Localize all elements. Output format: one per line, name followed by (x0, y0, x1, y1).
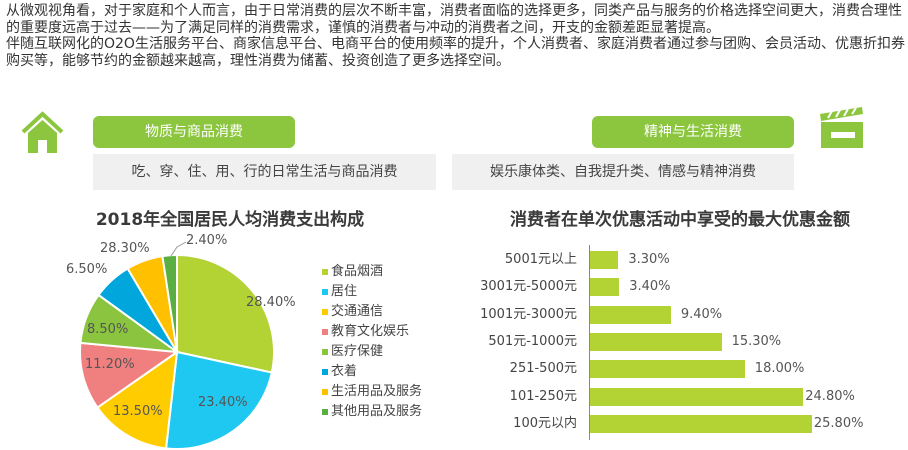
legend-swatch (322, 349, 328, 355)
legend-swatch (322, 329, 328, 335)
bar-chart-title: 消费者在单次优惠活动中享受的最大优惠金额 (510, 210, 850, 230)
legend-swatch (322, 269, 328, 275)
intro-paragraph-1: 从微观视角看，对于家庭和个人而言，由于日常消费的层次不断丰富，消费者面临的选择更… (6, 3, 902, 36)
legend-item: 食品烟酒 (322, 262, 422, 282)
bar-category-label: 1001元-3000元 (480, 306, 577, 322)
legend-label: 教育文化娱乐 (331, 324, 410, 339)
bar-value-label: 24.80% (805, 388, 855, 404)
bar-category-label: 3001元-5000元 (480, 279, 577, 295)
spiritual-consumption-desc: 娱乐康体类、自我提升类、情感与精神消费 (452, 154, 794, 190)
clapperboard-icon (818, 106, 866, 150)
bar-value-label: 3.40% (629, 279, 671, 295)
bar (590, 305, 671, 324)
legend-item: 交通通信 (322, 302, 422, 322)
pie-chart-title: 2018年全国居民人均消费支出构成 (95, 210, 365, 230)
legend-item: 居住 (322, 282, 422, 302)
legend-label: 医疗保健 (331, 344, 384, 359)
legend-item: 医疗保健 (322, 342, 422, 362)
material-consumption-desc: 吃、穿、住、用、行的日常生活与商品消费 (93, 154, 436, 190)
pie-label-education: 11.20% (85, 357, 135, 372)
pie-label-food: 28.40% (246, 295, 296, 310)
legend-label: 居住 (331, 284, 358, 299)
bar-category-label: 100元以内 (513, 415, 577, 431)
legend-swatch (322, 289, 328, 295)
legend-label: 生活用品及服务 (331, 384, 423, 399)
legend-item: 其他用品及服务 (322, 402, 422, 422)
intro-paragraph-2: 伴随互联网化的O2O生活服务平台、商家信息平台、电商平台的使用频率的提升，个人消… (6, 36, 905, 69)
pie-label-clothing: 6.50% (66, 262, 108, 277)
pie-slice (161, 253, 178, 353)
legend-swatch (322, 389, 328, 395)
bar-category-label: 501元-1000元 (488, 333, 577, 349)
bar (590, 387, 804, 406)
legend-item: 衣着 (322, 362, 422, 382)
bar-value-label: 9.40% (680, 306, 723, 322)
bar-value-label: 25.80% (813, 415, 864, 431)
pie-slice (79, 341, 180, 409)
bar-value-label: 18.00% (754, 361, 805, 377)
bar-chart-axis (589, 245, 590, 440)
legend-item: 生活用品及服务 (322, 382, 422, 402)
pie-leader-line (170, 241, 187, 257)
material-consumption-pill: 物质与商品消费 (93, 116, 295, 148)
legend-swatch (322, 309, 328, 315)
bar-category-label: 251-500元 (509, 361, 577, 377)
legend-label: 食品烟酒 (331, 264, 384, 279)
legend-swatch (322, 369, 328, 375)
pie-legend: 食品烟酒 居住 交通通信 教育文化娱乐 医疗保健 衣着 生活用品及服务 其他用品… (322, 262, 422, 422)
legend-item: 教育文化娱乐 (322, 322, 422, 342)
bar (590, 278, 620, 297)
pie-slice (96, 349, 179, 450)
bar (590, 414, 812, 433)
bar-category-label: 101-250元 (509, 388, 577, 404)
bar-category-label: 5001元以上 (504, 252, 577, 267)
bar-value-label: 3.30% (628, 252, 670, 267)
spiritual-consumption-pill: 精神与生活消费 (592, 116, 794, 148)
pie-label-transport: 13.50% (113, 404, 163, 419)
bar (590, 332, 722, 351)
intro-text: 从微观视角看，对于家庭和个人而言，由于日常消费的层次不断丰富，消费者面临的选择更… (6, 3, 906, 69)
pie-label-medical: 8.50% (87, 322, 129, 337)
pie-label-housing: 23.40% (198, 395, 248, 410)
bar (590, 360, 745, 379)
pie-label-other: 2.40% (186, 233, 228, 248)
legend-swatch (322, 409, 328, 415)
legend-label: 交通通信 (331, 304, 384, 319)
pie-slice (164, 350, 273, 450)
legend-label: 衣着 (331, 364, 358, 379)
legend-label: 其他用品及服务 (331, 404, 423, 419)
bar (590, 251, 619, 269)
house-icon (20, 111, 65, 156)
pie-slice (176, 253, 275, 374)
bar-value-label: 15.30% (731, 333, 782, 349)
pie-label-daily-goods: 28.30% (100, 241, 150, 256)
